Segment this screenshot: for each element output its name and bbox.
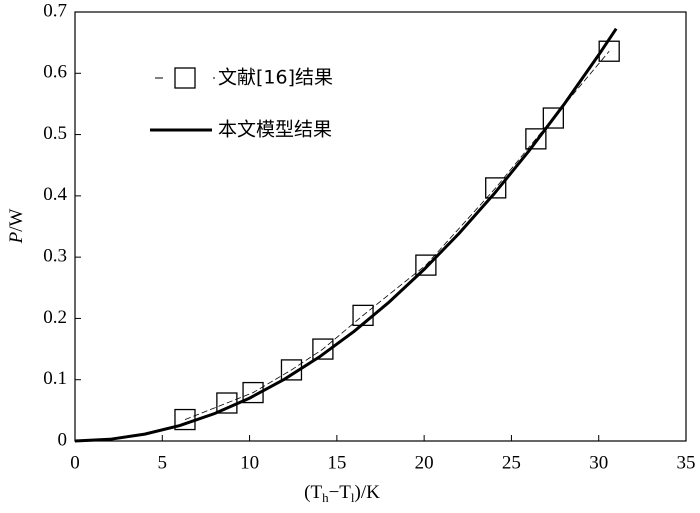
y-tick-label: 0.1 — [43, 368, 67, 389]
y-tick-label: 0.3 — [43, 246, 67, 267]
x-title-part: −T — [329, 482, 352, 503]
legend-label: 文献[16]结果 — [218, 67, 333, 89]
y-tick-label: 0.4 — [43, 184, 67, 205]
square-marker — [312, 338, 334, 360]
square-marker — [485, 177, 507, 199]
x-axis-title: (Th−Tl)/K — [304, 482, 380, 505]
y-tick-label: 0.6 — [43, 62, 67, 83]
x-tick-label: 30 — [589, 452, 608, 473]
y-title-part: P — [6, 231, 27, 244]
square-marker — [415, 254, 437, 276]
y-tick-label: 0.7 — [43, 0, 67, 21]
legend-marker — [174, 67, 196, 89]
square-marker — [542, 107, 564, 129]
x-title-sub: h — [322, 490, 329, 505]
dashed-line — [184, 50, 610, 420]
x-tick-label: 25 — [502, 452, 521, 473]
y-tick-label: 0.5 — [43, 123, 67, 144]
plot-frame — [74, 11, 687, 442]
y-axis-title: P/W — [6, 209, 27, 245]
x-tick-label: 5 — [158, 452, 168, 473]
y-title-part: /W — [6, 209, 27, 232]
model-line — [74, 27, 618, 443]
x-tick-label: 10 — [240, 452, 259, 473]
x-tick-label: 15 — [327, 452, 346, 473]
legend-label: 本文模型结果 — [218, 119, 332, 141]
x-title-part: )/K — [355, 482, 381, 503]
x-tick-label: 0 — [70, 452, 80, 473]
square-marker — [242, 381, 264, 404]
y-tick-label: 0 — [58, 429, 68, 450]
x-tick-label: 20 — [415, 452, 434, 473]
x-title-sub: l — [351, 490, 355, 505]
y-tick-label: 0.2 — [43, 307, 67, 328]
x-tick-label: 35 — [677, 452, 696, 473]
x-title-part: (T — [304, 482, 322, 503]
square-marker — [525, 128, 547, 150]
